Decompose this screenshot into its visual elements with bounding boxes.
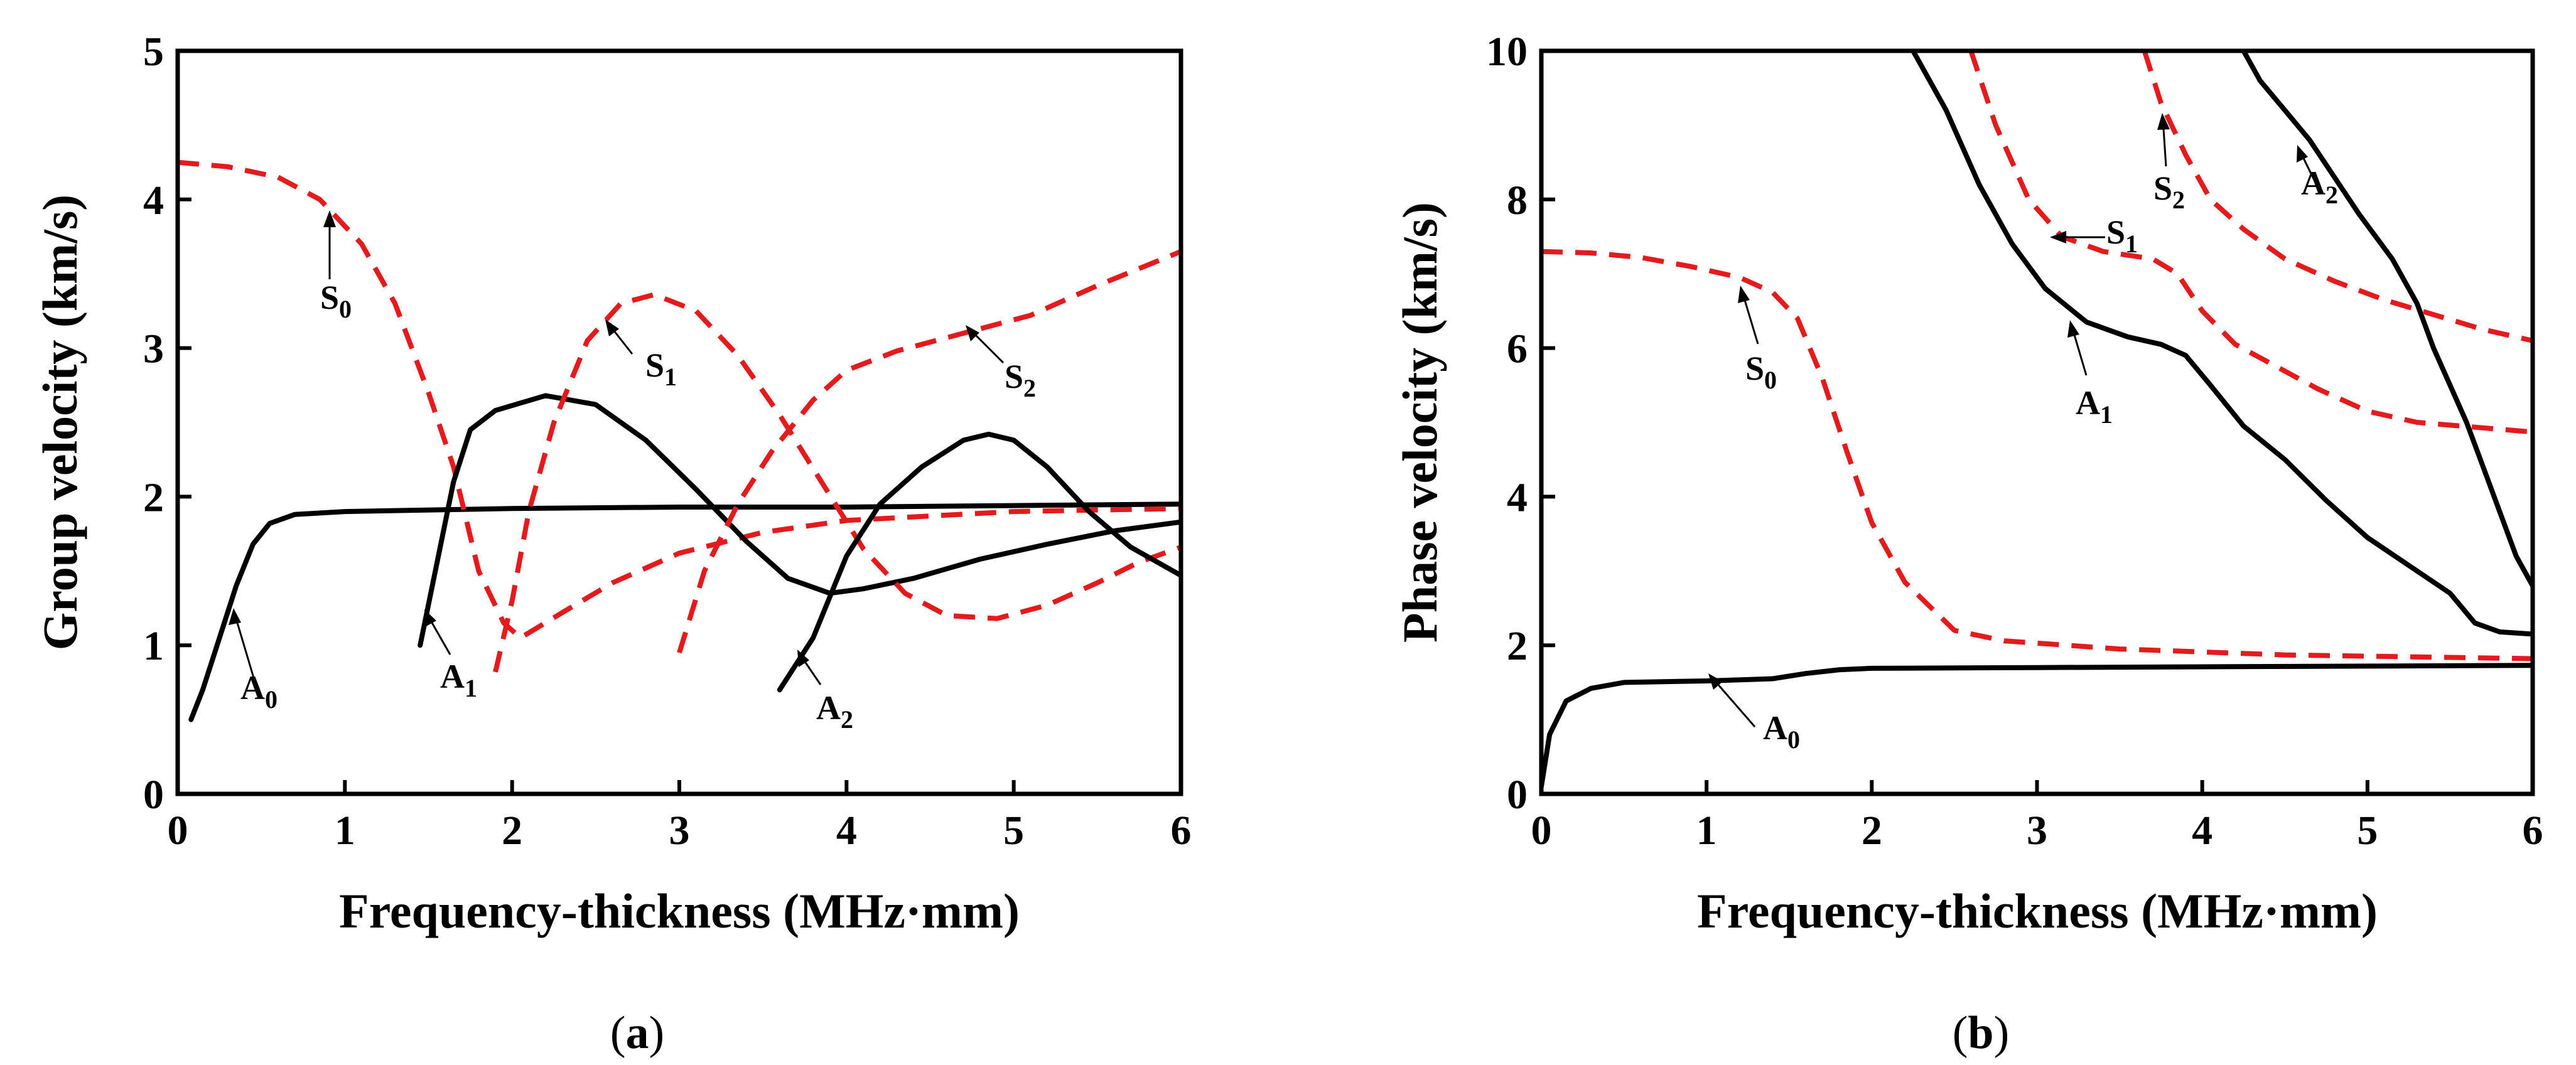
panel-a-label-a1: A1 (440, 658, 477, 702)
panel-b-series-s2 (2142, 51, 2533, 343)
panel-a-xtick-label: 5 (1003, 808, 1024, 854)
panel-b-ytick-label: 10 (1486, 29, 1528, 75)
panel-a-series-a0 (188, 501, 1181, 722)
panel-b-label-a2: A2 (2301, 164, 2338, 209)
panel-a-plot-frame (175, 48, 1183, 796)
panel-b-arrowhead-s0 (1738, 286, 1750, 303)
panel-a-arrowhead-s1 (605, 319, 619, 336)
panel-b-arrowhead-s1 (2050, 231, 2066, 244)
panel-b-xtick-label: 0 (1531, 808, 1552, 854)
panel-a-series-a1 (418, 393, 1181, 648)
panel-a-label-a2: A2 (816, 689, 853, 734)
panel-b-xtick-label: 4 (2192, 808, 2212, 854)
panel-a-xtick-label: 3 (669, 808, 690, 854)
panel-a-curves (178, 159, 1181, 722)
panel-a-series-s1 (493, 292, 1181, 673)
panel-b-arrowhead-a1 (2067, 320, 2079, 338)
panel-b-chart: 0 1 2 3 4 5 6 0 2 4 6 8 10 Phase velocity (km/s) Fre… (1393, 29, 2543, 1059)
panel-b-label-s0: S0 (1745, 350, 1777, 394)
panel-b-ytick-label: 0 (1507, 772, 1528, 818)
panel-b-series-a2 (2241, 51, 2533, 589)
panel-a-label-s0: S0 (320, 279, 352, 323)
panel-b-xtick-label: 1 (1696, 808, 1717, 854)
panel-a-xtick-label: 2 (502, 808, 522, 854)
panel-b-series-a0 (1541, 663, 2533, 789)
panel-a-ytick-label: 5 (143, 29, 164, 75)
panel-a-arrowhead-a0 (229, 608, 241, 625)
panel-b-label-s2: S2 (2153, 169, 2185, 214)
panel-a-label-s2: S2 (1005, 358, 1036, 402)
panel-b-arrowhead-a0 (1708, 673, 1723, 690)
panel-b-ylabel: Phase velocity (km/s) (1393, 202, 1447, 643)
panel-a-xtick-label: 1 (335, 808, 355, 854)
panel-b-label-s1: S1 (2106, 213, 2138, 258)
panel-b-arrowhead-s2 (2157, 113, 2170, 130)
panel-a-ytick-label: 0 (143, 772, 164, 818)
panel-b-ticks: 0 1 2 3 4 5 6 0 2 4 6 8 10 (1486, 29, 2543, 854)
panel-b-series-s0 (1541, 249, 2533, 661)
panel-a-xlabel: Frequency-thickness (MHz·mm) (339, 884, 1020, 938)
panel-b-label-a1: A1 (2076, 384, 2113, 429)
panel-a-label: (a) (610, 1007, 664, 1059)
panel-b-series-a1 (1910, 51, 2533, 637)
panel-b-ytick-label: 2 (1507, 623, 1528, 669)
panel-b-xtick-label: 6 (2523, 808, 2543, 854)
panel-b-xtick-label: 3 (2027, 808, 2047, 854)
panel-a-arrowhead-a1 (424, 609, 436, 627)
panel-a-label-a0: A0 (240, 669, 278, 714)
panel-a-xtick-label: 0 (168, 808, 188, 854)
panel-b-label-a0: A0 (1763, 709, 1800, 754)
panel-a-series-a2 (777, 431, 1181, 693)
panel-a-chart: 0 1 2 3 4 5 6 0 1 2 3 4 5 Group velocity (km/s) Freq… (33, 29, 1192, 1059)
panel-a-arrow-a0 (234, 614, 259, 691)
panel-a-ytick-label: 1 (143, 623, 164, 669)
panel-b-xtick-label: 5 (2357, 808, 2378, 854)
panel-a-ticks: 0 1 2 3 4 5 6 0 1 2 3 4 5 (143, 29, 1192, 854)
panel-a-xtick-label: 6 (1171, 808, 1192, 854)
panel-b-arrowhead-a2 (2297, 145, 2308, 163)
panel-a-ylabel: Group velocity (km/s) (33, 195, 87, 651)
panel-b-arrow-a0 (1711, 678, 1756, 727)
panel-a-ytick-label: 4 (143, 178, 164, 223)
panel-a-arrowhead-a2 (797, 650, 809, 667)
panel-a-label-s1: S1 (645, 346, 677, 391)
panel-b-curves (1541, 51, 2533, 789)
panel-a-series-s0 (178, 159, 1181, 641)
panel-b-series-s1 (1968, 51, 2533, 435)
panel-b-xlabel: Frequency-thickness (MHz·mm) (1697, 884, 2378, 938)
panel-b-ytick-label: 6 (1507, 326, 1528, 372)
panel-b-xtick-label: 2 (1862, 808, 1882, 854)
panel-b-ytick-label: 4 (1507, 474, 1528, 520)
panel-a-arrowhead-s2 (966, 325, 979, 341)
panel-a-xtick-label: 4 (836, 808, 857, 854)
panel-a-series-s2 (677, 249, 1181, 654)
panel-b-label: (b) (1953, 1007, 2009, 1059)
panel-a-arrowhead-s0 (323, 210, 336, 227)
panel-b-ytick-label: 8 (1507, 178, 1528, 223)
panel-a-ytick-label: 2 (143, 474, 164, 520)
panel-a-ytick-label: 3 (143, 326, 164, 372)
